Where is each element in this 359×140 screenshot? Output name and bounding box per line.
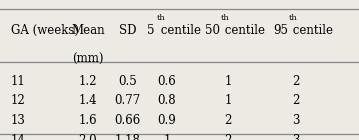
Text: th: th: [289, 14, 298, 22]
Text: Mean: Mean: [71, 24, 105, 37]
Text: 2.0: 2.0: [79, 134, 97, 140]
Text: 0.8: 0.8: [158, 94, 176, 107]
Text: 1.2: 1.2: [79, 75, 97, 88]
Text: 0.9: 0.9: [158, 114, 176, 127]
Text: 13: 13: [11, 114, 25, 127]
Text: 12: 12: [11, 94, 25, 107]
Text: 50: 50: [0, 139, 1, 140]
Text: 2: 2: [224, 114, 232, 127]
Text: GA (weeks): GA (weeks): [11, 24, 79, 37]
Text: th: th: [157, 14, 165, 22]
Text: 1.6: 1.6: [79, 114, 97, 127]
Text: 14: 14: [11, 134, 25, 140]
Text: 1.18: 1.18: [115, 134, 140, 140]
Text: 1: 1: [163, 134, 171, 140]
Text: 0.77: 0.77: [114, 94, 141, 107]
Text: 11: 11: [11, 75, 25, 88]
Text: 3: 3: [293, 134, 300, 140]
Text: centile: centile: [289, 24, 333, 37]
Text: 2: 2: [293, 75, 300, 88]
Text: 1.4: 1.4: [79, 94, 97, 107]
Text: 0.5: 0.5: [118, 75, 137, 88]
Text: 1: 1: [224, 75, 232, 88]
Text: centile: centile: [157, 24, 201, 37]
Text: 5: 5: [146, 24, 154, 37]
Text: 5: 5: [0, 139, 1, 140]
Text: 2: 2: [293, 94, 300, 107]
Text: 95: 95: [273, 24, 288, 37]
Text: 1: 1: [224, 94, 232, 107]
Text: 2: 2: [224, 134, 232, 140]
Text: 0.66: 0.66: [114, 114, 141, 127]
Text: 0.6: 0.6: [158, 75, 176, 88]
Text: 3: 3: [293, 114, 300, 127]
Text: (mm): (mm): [72, 53, 104, 66]
Text: 95: 95: [0, 139, 1, 140]
Text: 50: 50: [205, 24, 220, 37]
Text: centile: centile: [220, 24, 265, 37]
Text: th: th: [220, 14, 229, 22]
Text: SD: SD: [119, 24, 136, 37]
